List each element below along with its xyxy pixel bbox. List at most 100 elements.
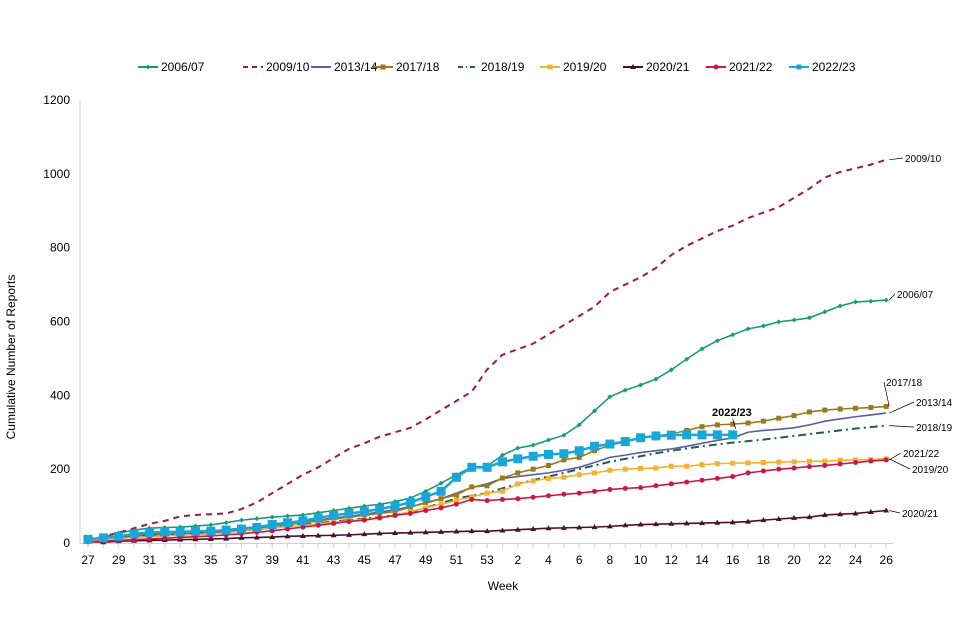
data-point (407, 504, 413, 510)
series-line-2017-18 (87, 405, 887, 542)
data-point (146, 536, 152, 542)
data-point (806, 464, 812, 470)
data-point (590, 441, 600, 451)
data-point (714, 338, 720, 344)
data-point (653, 483, 659, 489)
data-point (868, 298, 874, 304)
data-point (760, 468, 766, 474)
x-tick-label: 47 (388, 553, 402, 567)
data-point (208, 522, 214, 528)
end-label-2009-10: 2009/10 (905, 154, 942, 165)
data-point (114, 531, 124, 541)
x-tick-label: 24 (849, 553, 863, 567)
data-point (453, 528, 460, 534)
data-point (313, 513, 323, 523)
data-point (592, 408, 598, 414)
end-labels: 2006/07 2009/10 2013/14 2017/18 2018/19 2019/… (712, 154, 953, 520)
legend: 2006/07 2009/10 2013/14 2017/18 2018/19 2019/… (138, 60, 856, 74)
data-point (806, 514, 813, 520)
data-point (576, 454, 582, 460)
data-point (791, 317, 797, 323)
data-point (298, 516, 308, 526)
data-point (730, 421, 736, 427)
data-point (484, 490, 490, 496)
data-point (515, 496, 521, 502)
data-point (682, 430, 692, 440)
data-point (237, 524, 246, 534)
data-point (684, 463, 690, 469)
data-point (837, 303, 843, 309)
y-tick-label: 400 (50, 388, 70, 402)
legend-item-2017-18: 2017/18 (373, 60, 440, 74)
x-tick-label: 39 (266, 553, 280, 567)
data-point (546, 493, 551, 499)
data-point (668, 520, 675, 526)
data-point (83, 534, 93, 544)
data-point (131, 537, 137, 543)
data-point (745, 460, 751, 466)
series-2020-21 (85, 507, 890, 545)
data-point (98, 533, 108, 543)
label-leader-line (889, 425, 915, 428)
data-point (638, 382, 644, 388)
legend-label: 2006/07 (161, 60, 205, 74)
data-point (361, 517, 367, 523)
data-point (837, 406, 843, 412)
legend-marker (547, 64, 553, 70)
data-point (638, 485, 644, 491)
data-point (730, 332, 736, 338)
data-point (346, 519, 352, 525)
data-point (129, 529, 139, 539)
data-point (238, 534, 245, 540)
data-point (392, 509, 398, 515)
data-point (560, 524, 567, 530)
x-tick-label: 16 (726, 553, 740, 567)
data-point (438, 528, 445, 534)
label-leader-line (889, 401, 915, 414)
data-point (559, 449, 569, 459)
x-tick-label: 35 (204, 553, 218, 567)
data-point (423, 508, 429, 514)
legend-marker (796, 64, 802, 70)
end-label-2006-07: 2006/07 (897, 290, 934, 301)
plot-area (83, 158, 890, 545)
data-point (853, 405, 858, 411)
data-point (636, 433, 646, 443)
data-point (684, 356, 690, 362)
data-point (853, 457, 858, 463)
x-tick-label: 12 (665, 553, 679, 567)
series-2017-18 (85, 403, 889, 544)
data-point (499, 452, 505, 458)
data-point (392, 530, 398, 536)
legend-item-2020-21: 2020/21 (623, 60, 690, 74)
legend-label: 2009/10 (266, 60, 310, 74)
data-point (576, 472, 582, 478)
data-point (499, 488, 505, 494)
data-point (606, 523, 613, 529)
data-point (699, 520, 705, 526)
data-point (697, 430, 707, 440)
y-tick-label: 600 (50, 315, 70, 329)
data-point (822, 462, 828, 468)
data-point (883, 297, 889, 303)
data-point (252, 522, 262, 532)
y-tick-label: 200 (50, 462, 70, 476)
data-point (253, 534, 260, 540)
data-point (699, 346, 705, 352)
data-point (853, 460, 858, 466)
legend-label: 2017/18 (396, 60, 440, 74)
data-point (421, 492, 431, 502)
data-point (499, 496, 505, 502)
label-leader-line (889, 510, 901, 514)
data-point (576, 524, 583, 530)
series-line-2013-14 (87, 412, 887, 541)
data-point (638, 465, 644, 471)
series-2009-10 (87, 158, 887, 541)
data-point (699, 462, 705, 468)
series-line-2009-10 (87, 158, 887, 541)
y-tick-label: 1000 (43, 167, 70, 181)
data-point (760, 323, 766, 329)
data-point (269, 534, 276, 540)
data-point (760, 418, 766, 424)
data-point (745, 326, 751, 332)
